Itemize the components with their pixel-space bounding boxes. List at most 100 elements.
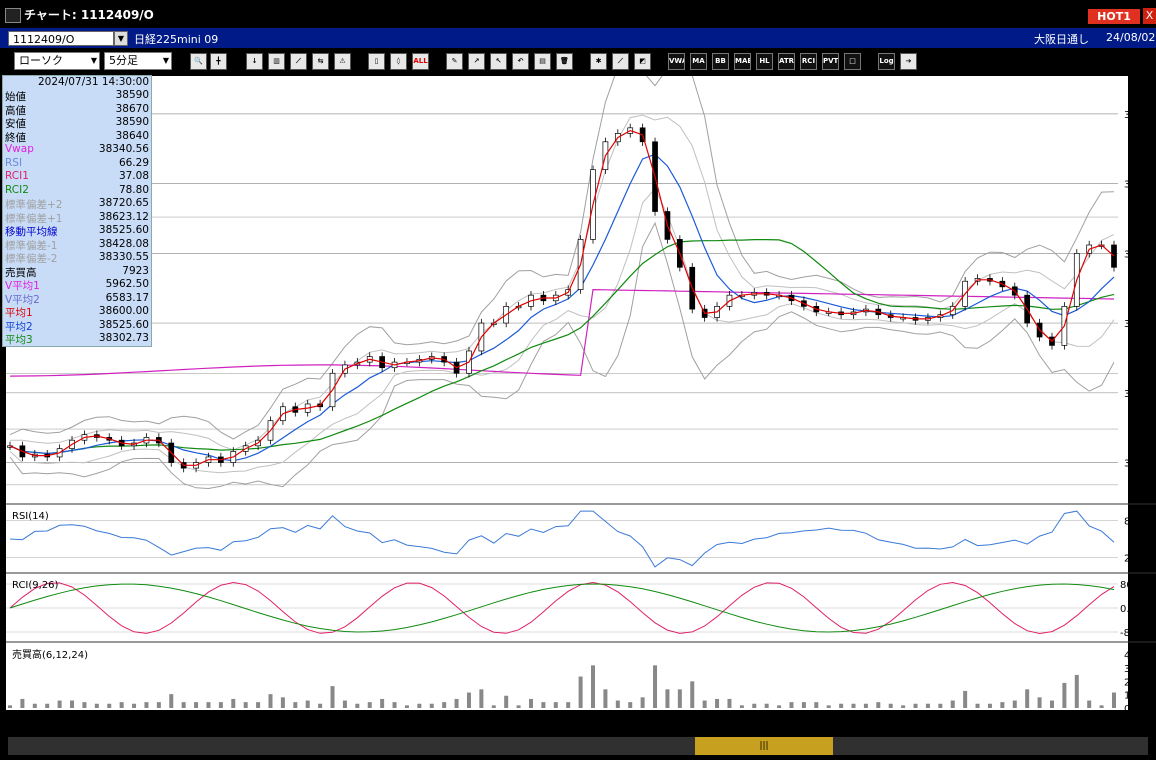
info-row: 標準偏差+2 38720.65 [5,197,149,211]
hot-button[interactable]: HOT1 [1088,9,1140,24]
volume-bar [528,698,533,708]
info-row: 平均1 38600.00 [5,305,149,319]
volume-bar [950,700,955,708]
chart-area[interactable]: RSI(14) RCI(9,26) 売買高(6,12,24) 39250 3900… [2,75,1156,710]
atr-button[interactable]: ATR [778,53,795,70]
volume-tick-label: 0 [1124,704,1130,710]
volume-tick-label: 10000 [1124,691,1156,702]
line-icon[interactable]: ⟋ [290,53,307,70]
volume-bar [801,702,806,708]
close-button[interactable]: X [1143,8,1156,24]
color-icon[interactable]: ◩ [634,53,651,70]
ma3-line [9,239,1115,455]
tick-icon[interactable]: ◊ [390,53,407,70]
volume-bar [987,703,992,708]
settings-icon[interactable]: ✱ [590,53,607,70]
volume-bar [466,692,471,708]
volume-bar [280,697,285,708]
interval-select[interactable]: 5分足 ▼ [104,52,172,70]
info-row: 始値 38590 [5,89,149,103]
info-label: 売買高 [5,266,37,279]
volume-bar [541,702,546,708]
symbol-dropdown-button[interactable]: ▼ [114,31,128,46]
volume-bar [876,702,881,708]
window-titlebar: チャート: 1112409/O HOT1 X [0,0,1156,28]
bb-button[interactable]: BB [712,53,729,70]
volume-bar [516,705,521,708]
info-value: 38428.08 [98,237,149,250]
info-row: 安値 38590 [5,116,149,130]
chart-svg[interactable]: RSI(14) RCI(9,26) 売買高(6,12,24) 39250 3900… [6,76,1156,710]
volume-bar [454,698,459,708]
info-row: 標準偏差+1 38623.12 [5,211,149,225]
info-value: 38330.55 [98,251,149,263]
info-row: RSI 66.29 [5,157,149,170]
volume-bar [814,702,819,708]
note-icon[interactable]: ▤ [534,53,551,70]
price-gridlines [6,113,1118,486]
candle-compare-icon[interactable]: ⇆ [312,53,329,70]
volume-bar [293,702,298,708]
session-date: 24/08/02 [1106,31,1156,44]
chart-type-select[interactable]: ローソク ▼ [14,52,100,70]
volume-bar [690,681,695,708]
vwap-polyline [9,288,1115,377]
volume-bar [764,703,769,708]
symbol-input[interactable]: 1112409/O [8,31,114,46]
delete-icon[interactable]: 🗑 [556,53,573,70]
info-label: 標準偏差-1 [5,239,58,252]
info-value: 66.29 [118,156,149,169]
info-row: 移動平均線 38525.60 [5,224,149,238]
volume-bar [913,703,918,708]
bar-icon[interactable]: ▥ [268,53,285,70]
info-label: V平均1 [5,280,40,292]
volume-bar [1062,682,1067,708]
volume-bar [206,702,211,708]
volume-bar [1112,692,1116,708]
pointer-icon[interactable]: ↖ [490,53,507,70]
volume-bar [392,702,397,708]
bb-upper2 [9,76,1115,440]
exit-icon[interactable]: ➔ [900,53,917,70]
vwap-button[interactable]: VWAP [668,53,685,70]
symbol-bar [0,28,1156,48]
all-button[interactable]: ALL [412,53,429,70]
info-label: 平均3 [5,334,33,346]
volume-bar [82,702,87,708]
info-value: 38525.60 [98,224,149,236]
warning-icon[interactable]: ⚠ [334,53,351,70]
horizontal-scrollbar[interactable] [8,737,1148,755]
log-button[interactable]: Log [878,53,895,70]
info-value: 38640 [115,129,149,142]
info-value: 38670 [115,102,149,115]
undo-icon[interactable]: ↶ [512,53,529,70]
rsi-label: RSI(14) [12,511,49,522]
volume-bar [479,689,484,708]
candle-icon[interactable]: ▯ [368,53,385,70]
chevron-down-icon: ▼ [90,56,97,65]
pvt-button[interactable]: PVT [822,53,839,70]
mark-icon[interactable]: ↓ [246,53,263,70]
ma-button[interactable]: MA [690,53,707,70]
brush-icon[interactable]: ⟋ [612,53,629,70]
volume-bar [591,665,596,708]
volume-bar [553,702,558,708]
info-row: 売買高 7923 [5,265,149,279]
pen-icon[interactable]: ✎ [446,53,463,70]
crosshair-icon[interactable]: ╋ [210,53,227,70]
volume-bar [32,703,37,708]
frame-button[interactable]: □ [844,53,861,70]
mae-button[interactable]: MAE [734,53,751,70]
hl-button[interactable]: HL [756,53,773,70]
scrollbar-thumb[interactable]: ||| [695,737,833,755]
ma1-polyline [9,129,1115,466]
volume-bar [417,703,422,708]
session-label: 大阪日通し [1034,33,1089,46]
draw-icon[interactable]: ↗ [468,53,485,70]
symbol-name: 日経225mini 09 [134,33,219,46]
volume-bar [1000,702,1005,708]
info-label: RSI [5,156,23,169]
window-title: チャート: 1112409/O [24,8,154,22]
zoom-icon[interactable]: 🔍 [190,53,207,70]
rci-button[interactable]: RCI [800,53,817,70]
